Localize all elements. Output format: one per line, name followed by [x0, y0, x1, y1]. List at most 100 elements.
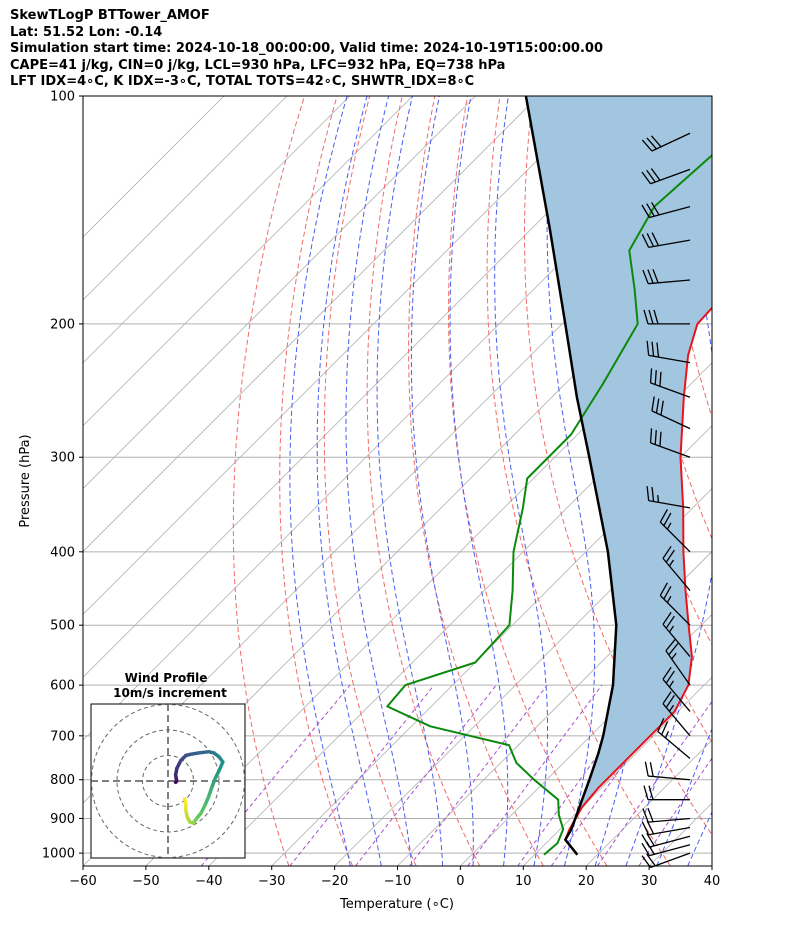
hodograph-segment: [209, 776, 217, 791]
wind-barb-flag: [641, 171, 652, 185]
moist-adiabat: [449, 96, 509, 866]
dry-adiabat: [486, 96, 672, 866]
dry-adiabat: [448, 96, 608, 866]
x-tick-label: −20: [321, 874, 348, 889]
x-tick-label: 10: [515, 874, 532, 889]
wind-barbs: [641, 132, 691, 869]
wind-barb-flag: [641, 204, 650, 218]
x-tick-label: 0: [456, 874, 464, 889]
y-axis-label: Pressure (hPa): [18, 434, 33, 527]
hodograph-subtitle: 10m/s increment: [113, 686, 227, 700]
wind-barb-staff: [662, 623, 691, 657]
wind-barb-flag: [646, 203, 655, 217]
wind-barb-staff: [651, 132, 691, 152]
wind-barb-flag: [654, 430, 657, 445]
moist-adiabat: [376, 96, 444, 866]
wind-barb-flag: [668, 643, 679, 656]
wind-barb-half: [666, 595, 672, 603]
x-tick-label: 30: [641, 874, 658, 889]
mixing-ratio-line: [596, 700, 712, 866]
wind-barb-staff: [662, 557, 691, 591]
wind-barb-flag: [646, 486, 650, 501]
wind-barb-flag: [651, 341, 655, 357]
wind-barb-staff: [649, 206, 691, 219]
wind-barb-flag: [653, 309, 659, 325]
wind-barb-staff: [648, 499, 691, 509]
wind-barb-flag: [651, 202, 660, 216]
dry-adiabat: [232, 96, 305, 866]
wind-barb-flag: [646, 169, 656, 183]
isotherm-line: [83, 96, 602, 615]
wind-barb-half: [671, 652, 677, 660]
moist-adiabat: [494, 96, 548, 866]
wind-barb-staff: [651, 410, 691, 430]
temperature-line: [564, 306, 712, 856]
wind-barb-flag: [652, 268, 659, 284]
wind-barb-staff: [648, 279, 691, 285]
wind-barb-flag: [644, 761, 649, 777]
location-line: Lat: 51.52 Lon: -0.14: [10, 24, 163, 40]
wind-barb-flag: [648, 309, 654, 325]
cape-fill: [525, 96, 712, 855]
dewpoint-line: [386, 153, 712, 856]
cape-area: [525, 96, 712, 855]
wind-barb-staff: [662, 703, 691, 737]
wind-barb-staff: [650, 442, 691, 458]
wind-barb-flag: [662, 691, 672, 705]
isotherm-line: [711, 865, 712, 866]
wind-barb-flag: [651, 232, 660, 246]
isotherm-line: [83, 96, 476, 490]
wind-barb-flag: [646, 832, 655, 847]
moist-adiabat: [316, 96, 382, 866]
wind-barb-flag: [649, 762, 654, 777]
wind-barb-staff: [648, 817, 691, 823]
dry-adiabat: [366, 96, 481, 866]
isotherm-line: [83, 96, 539, 553]
wind-barb-staff: [650, 382, 691, 398]
isotherm-line: [83, 96, 225, 238]
wind-barb-flag: [659, 582, 668, 596]
wind-barb-staff: [648, 239, 691, 249]
wind-barb-half: [657, 495, 660, 503]
isotherm-line: [83, 96, 351, 364]
hodograph-segment: [182, 797, 188, 806]
y-tick-label: 300: [50, 451, 75, 466]
wind-barb-flag: [651, 396, 655, 411]
dry-adiabat: [279, 96, 353, 866]
hodograph: Wind Profile 10m/s increment: [90, 671, 246, 859]
indices-line: LFT IDX=4∘C, K IDX=-3∘C, TOTAL TOTS=42∘C…: [10, 74, 475, 89]
wind-barb-flag: [650, 168, 661, 181]
y-tick-label: 100: [50, 90, 75, 105]
wind-barb-flag: [662, 545, 672, 559]
isotherm-line: [460, 613, 712, 866]
hodograph-title: Wind Profile: [125, 671, 208, 685]
hodograph-plot: [91, 704, 245, 858]
x-tick-label: −30: [258, 874, 285, 889]
dry-adiabat: [761, 96, 794, 866]
x-tick-label: 40: [704, 874, 721, 889]
wind-barb-half: [668, 625, 675, 633]
wind-barb-flag: [663, 512, 672, 526]
dry-adiabat: [523, 96, 712, 836]
x-tick-label: −10: [384, 874, 411, 889]
wind-barb-staff: [649, 835, 691, 848]
wind-barb-flag: [642, 808, 649, 823]
x-axis-label: Temperature (∘C): [339, 897, 454, 912]
wind-barb-flag: [654, 370, 657, 385]
wind-barb-flag: [643, 785, 649, 800]
wind-barb-half: [668, 704, 675, 712]
isotherm-line: [334, 488, 712, 866]
wind-barb-flag: [657, 717, 665, 732]
y-tick-label: 700: [50, 729, 75, 744]
moist-adiabat: [656, 727, 712, 866]
y-tick-label: 800: [50, 773, 75, 788]
dry-adiabat: [408, 96, 544, 866]
wind-barb-flag: [663, 585, 672, 600]
mixing-ratio-line: [638, 757, 712, 866]
wind-barb-flag: [647, 807, 654, 822]
wind-barb-flag: [665, 615, 675, 629]
wind-barb-flag: [641, 821, 650, 836]
wind-barb-flag: [662, 611, 672, 625]
wind-barb-staff: [665, 650, 691, 686]
